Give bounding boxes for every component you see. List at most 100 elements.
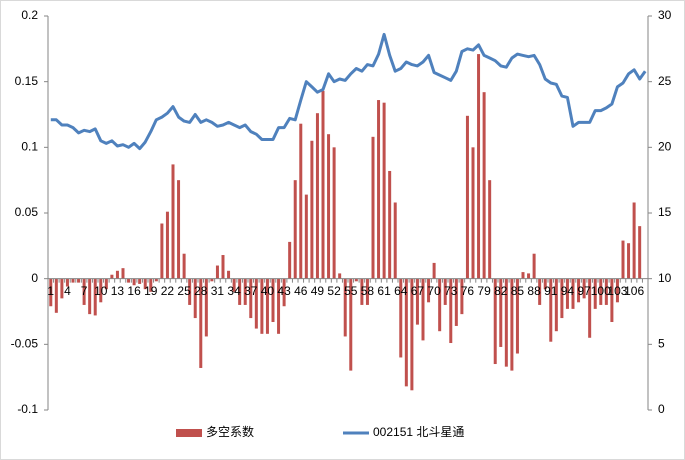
bar [449, 278, 453, 344]
bar [454, 278, 458, 326]
bar [227, 270, 231, 279]
y-tick-label: -0.05 [11, 337, 39, 351]
bar [565, 278, 569, 309]
bar [610, 278, 614, 323]
bar [338, 273, 342, 279]
bar [360, 278, 364, 305]
x-tick-label: 40 [261, 284, 275, 298]
bar [577, 278, 581, 303]
x-tick-label: 7 [81, 284, 88, 298]
legend-label: 多空系数 [206, 424, 254, 439]
bar [288, 241, 292, 279]
x-tick-label: 73 [444, 284, 458, 298]
x-tick-label: 67 [411, 284, 425, 298]
bar [404, 278, 408, 387]
x-tick-label: 61 [377, 284, 391, 298]
y2-tick-label: 5 [658, 337, 665, 351]
bar [277, 278, 281, 334]
bar [543, 278, 547, 290]
bar [260, 278, 264, 334]
bar [493, 278, 497, 365]
bar [532, 253, 536, 279]
bar [371, 136, 375, 279]
bar [327, 134, 331, 279]
bar [638, 226, 642, 279]
x-tick-label: 46 [294, 284, 308, 298]
x-tick-label: 19 [144, 284, 158, 298]
x-tick-label: 106 [624, 284, 644, 298]
bar [538, 278, 542, 305]
bar [215, 265, 219, 279]
bar [154, 278, 158, 282]
bar [54, 278, 58, 313]
bar [193, 278, 197, 319]
bar [499, 278, 503, 347]
bar [471, 147, 475, 279]
bar [77, 278, 81, 283]
y-tick-label: 0.1 [21, 140, 38, 154]
bar [438, 278, 442, 332]
y2-tick-label: 30 [658, 8, 672, 22]
bar [88, 278, 92, 315]
bar [482, 92, 486, 279]
bar [232, 278, 236, 292]
bar [393, 202, 397, 279]
bar [171, 164, 175, 279]
x-tick-label: 76 [461, 284, 475, 298]
x-tick-label: 22 [161, 284, 175, 298]
x-tick-label: 10 [94, 284, 108, 298]
y2-tick-label: 20 [658, 140, 672, 154]
x-tick-label: 49 [311, 284, 325, 298]
x-tick-label: 43 [277, 284, 291, 298]
bar [265, 278, 269, 334]
bar [382, 102, 386, 279]
bar [510, 278, 514, 371]
bar [221, 255, 225, 279]
bar [515, 278, 519, 354]
x-tick-label: 94 [561, 284, 575, 298]
x-tick-label: 58 [361, 284, 375, 298]
bar [582, 278, 586, 299]
bar [621, 240, 625, 279]
bar [571, 278, 575, 309]
x-tick-label: 55 [344, 284, 358, 298]
bar [443, 278, 447, 305]
x-tick-label: 52 [327, 284, 341, 298]
bar [243, 278, 247, 305]
x-tick-label: 82 [494, 284, 508, 298]
x-tick-label: 37 [244, 284, 258, 298]
bar [165, 211, 169, 279]
bar [310, 140, 314, 279]
bar [521, 272, 525, 279]
legend-label: 002151 北斗星通 [373, 425, 464, 439]
x-tick-label: 13 [111, 284, 125, 298]
bar [132, 278, 136, 286]
y-tick-label: 0.2 [21, 8, 38, 22]
x-tick-label: 79 [477, 284, 491, 298]
bar [299, 123, 303, 279]
bar [65, 278, 69, 287]
y-tick-label: 0.05 [15, 205, 39, 219]
bar [160, 223, 164, 279]
bar [615, 278, 619, 303]
bar [293, 180, 297, 279]
bar [332, 147, 336, 279]
x-tick-label: 25 [177, 284, 191, 298]
bar [365, 278, 369, 305]
bar [377, 100, 381, 279]
bar [71, 278, 75, 283]
bar [354, 278, 358, 282]
bar [599, 278, 603, 305]
y2-tick-label: 15 [658, 205, 672, 219]
bar [421, 278, 425, 341]
bar [477, 54, 481, 279]
bar [271, 278, 275, 323]
bar [93, 278, 97, 316]
bar [143, 278, 147, 290]
x-tick-label: 31 [211, 284, 225, 298]
bar [593, 278, 597, 309]
bar [121, 268, 125, 279]
bar [49, 278, 53, 307]
x-tick-label: 4 [64, 284, 71, 298]
